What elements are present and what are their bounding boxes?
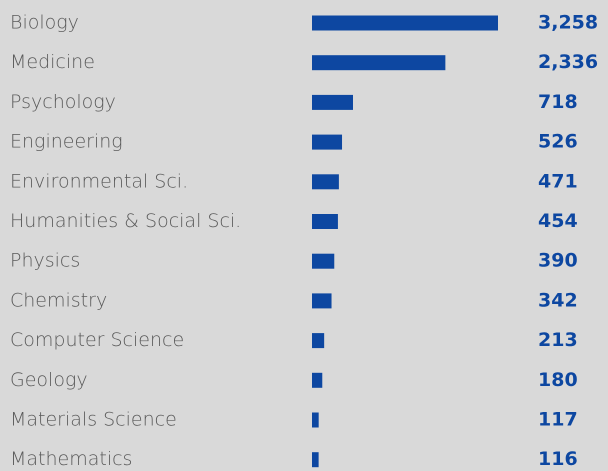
value-label: 718 bbox=[538, 91, 578, 113]
category-label: Mathematics bbox=[10, 448, 132, 470]
value-label: 471 bbox=[538, 170, 578, 192]
value-label: 2,336 bbox=[538, 51, 598, 73]
value-label: 117 bbox=[538, 409, 578, 431]
category-label: Materials Science bbox=[10, 409, 177, 431]
bar bbox=[312, 412, 319, 428]
value-label: 526 bbox=[538, 131, 578, 153]
bar bbox=[312, 253, 335, 269]
bar bbox=[312, 94, 353, 110]
category-label: Computer Science bbox=[10, 329, 184, 351]
value-label: 3,258 bbox=[538, 12, 598, 34]
bar bbox=[312, 55, 446, 71]
bar bbox=[312, 372, 323, 388]
bar bbox=[312, 15, 498, 31]
value-label: 180 bbox=[538, 369, 578, 391]
bar bbox=[312, 174, 339, 190]
value-label: 390 bbox=[538, 250, 578, 272]
category-label: Humanities & Social Sci. bbox=[10, 210, 241, 232]
category-label: Psychology bbox=[10, 91, 116, 113]
category-label: Biology bbox=[10, 12, 79, 34]
value-label: 454 bbox=[538, 210, 578, 232]
bar bbox=[312, 134, 343, 150]
bar bbox=[312, 333, 325, 349]
value-label: 342 bbox=[538, 289, 578, 311]
value-label: 213 bbox=[538, 329, 578, 351]
bar bbox=[312, 214, 338, 229]
category-label: Environmental Sci. bbox=[10, 170, 188, 192]
category-label: Medicine bbox=[10, 51, 95, 73]
category-label: Geology bbox=[10, 369, 88, 391]
category-label: Chemistry bbox=[10, 289, 107, 311]
bar bbox=[312, 452, 319, 468]
category-label: Engineering bbox=[10, 131, 123, 153]
bar bbox=[312, 293, 332, 309]
category-label: Physics bbox=[10, 250, 80, 272]
value-label: 116 bbox=[538, 448, 578, 470]
